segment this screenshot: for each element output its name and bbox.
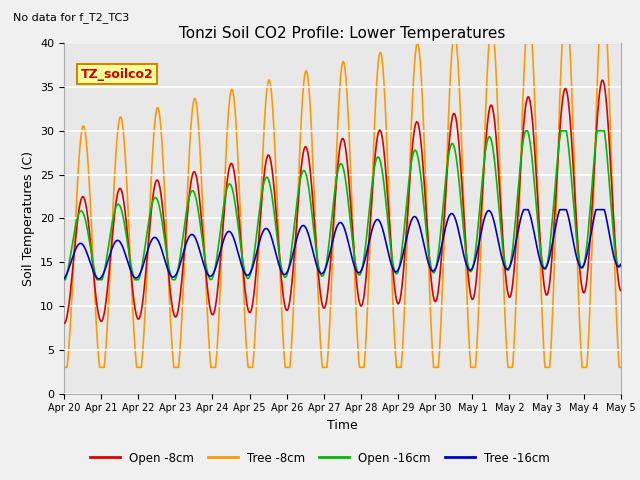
Title: Tonzi Soil CO2 Profile: Lower Temperatures: Tonzi Soil CO2 Profile: Lower Temperatur…: [179, 25, 506, 41]
Text: TZ_soilco2: TZ_soilco2: [81, 68, 154, 81]
Legend: Open -8cm, Tree -8cm, Open -16cm, Tree -16cm: Open -8cm, Tree -8cm, Open -16cm, Tree -…: [86, 447, 554, 469]
Text: No data for f_T2_TC3: No data for f_T2_TC3: [13, 12, 129, 23]
Y-axis label: Soil Temperatures (C): Soil Temperatures (C): [22, 151, 35, 286]
X-axis label: Time: Time: [327, 419, 358, 432]
